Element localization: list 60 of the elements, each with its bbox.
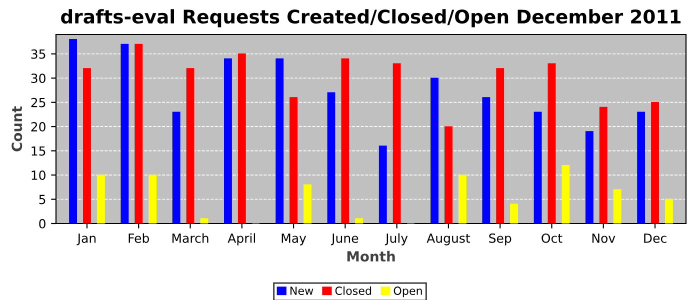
bar bbox=[134, 44, 143, 224]
bar bbox=[378, 146, 387, 224]
x-tick-label: Jan bbox=[76, 234, 96, 246]
bar bbox=[148, 174, 157, 224]
bar bbox=[392, 63, 401, 224]
bar bbox=[664, 198, 673, 224]
x-tick-label: Oct bbox=[542, 233, 562, 243]
legend-label: New bbox=[290, 286, 314, 295]
y-axis-title: Count bbox=[12, 106, 22, 152]
x-tick-label: Feb bbox=[128, 233, 150, 243]
bar bbox=[96, 174, 105, 224]
bar bbox=[172, 112, 180, 224]
y-tick-label: 35 bbox=[31, 49, 46, 59]
bar bbox=[458, 174, 466, 224]
y-tick-label: 25 bbox=[31, 98, 46, 108]
bar bbox=[482, 97, 490, 224]
bar bbox=[120, 44, 129, 224]
bar bbox=[200, 218, 208, 224]
x-tick-label: April bbox=[228, 233, 256, 246]
bar bbox=[585, 131, 594, 224]
x-tick-label: Sep bbox=[489, 233, 512, 246]
y-tick-label: 5 bbox=[39, 194, 46, 204]
bar bbox=[276, 58, 284, 224]
legend-label: Open bbox=[394, 286, 422, 298]
bar bbox=[534, 112, 542, 224]
bar bbox=[290, 97, 298, 224]
y-tick-label: 20 bbox=[31, 122, 46, 132]
bar bbox=[341, 58, 350, 224]
x-tick-label: June bbox=[330, 234, 358, 246]
y-tick-label: 30 bbox=[31, 74, 46, 84]
x-tick-label: Nov bbox=[592, 234, 616, 243]
x-tick-label: March bbox=[172, 233, 208, 243]
bar bbox=[430, 78, 438, 224]
y-tick-label: 10 bbox=[32, 170, 46, 180]
bar bbox=[304, 184, 312, 224]
x-tick-label: August bbox=[426, 234, 470, 246]
chart-title: drafts-eval Requests Created/Closed/Open December 2011 bbox=[61, 9, 681, 28]
bar bbox=[224, 58, 232, 224]
x-axis-title: Month bbox=[347, 250, 395, 262]
bar bbox=[186, 68, 194, 224]
bar bbox=[69, 38, 78, 224]
legend-label: Closed bbox=[335, 286, 372, 295]
bar bbox=[651, 102, 659, 224]
y-tick-label: 0 bbox=[39, 218, 46, 228]
y-tick-label: 15 bbox=[32, 146, 46, 156]
bar bbox=[355, 218, 364, 224]
bar bbox=[238, 54, 246, 224]
x-tick-label: May bbox=[282, 234, 306, 246]
bar bbox=[562, 164, 570, 224]
x-tick-label: July bbox=[384, 233, 408, 246]
bar bbox=[444, 126, 452, 224]
bar bbox=[510, 204, 518, 224]
bar bbox=[637, 112, 646, 224]
bar bbox=[496, 68, 504, 224]
bar bbox=[613, 189, 622, 224]
x-tick-label: Dec bbox=[644, 234, 666, 243]
bar bbox=[599, 106, 608, 224]
bar bbox=[548, 63, 556, 224]
bar bbox=[83, 68, 91, 224]
bar bbox=[327, 92, 336, 224]
